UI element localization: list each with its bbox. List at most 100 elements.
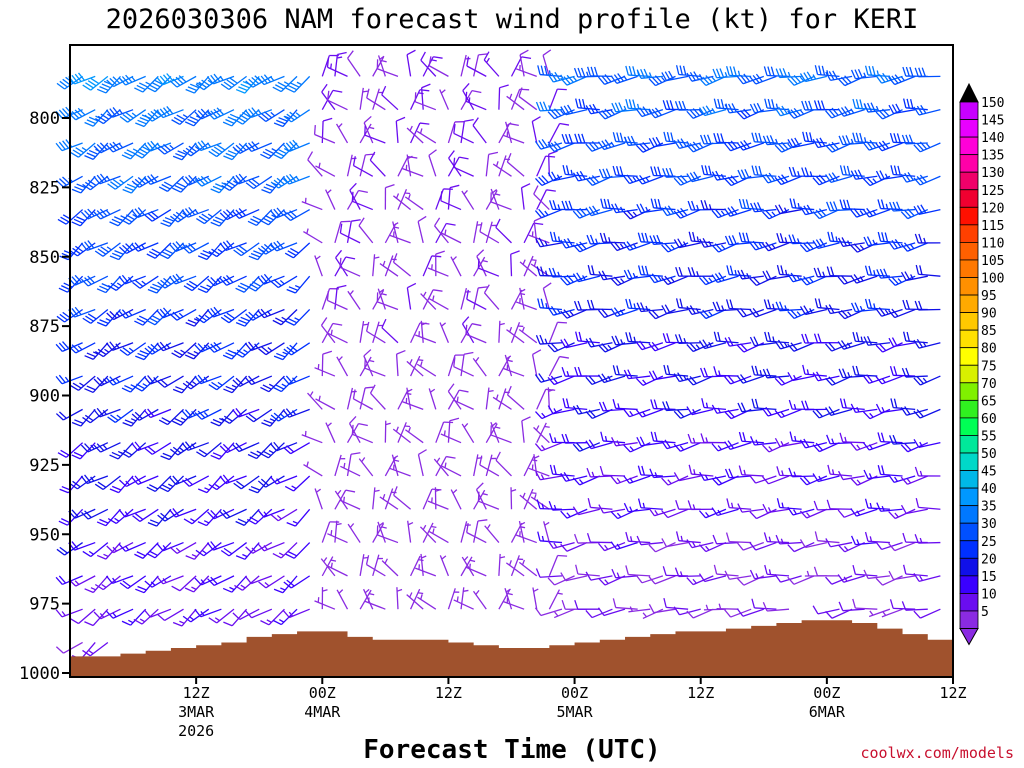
wind-barb: [492, 394, 512, 410]
wind-barb: [244, 608, 273, 619]
barb-half-feather: [294, 284, 301, 289]
barb-staff: [280, 75, 298, 93]
wind-barb: [913, 408, 941, 419]
barb-feather: [649, 468, 655, 478]
barb-feather: [537, 298, 541, 308]
barb-half-feather: [720, 210, 726, 216]
wind-barb: [650, 166, 676, 177]
wind-barb: [661, 242, 689, 253]
wind-barb: [536, 499, 562, 510]
barb-feather: [238, 173, 246, 182]
barb-half-feather: [734, 269, 737, 276]
barb-feather: [232, 379, 241, 387]
colorbar-swatch: [959, 505, 979, 524]
barb-staff: [250, 575, 273, 585]
barb-feather: [592, 103, 599, 113]
barb-staff: [231, 608, 248, 627]
barb-feather: [210, 221, 220, 227]
barb-feather: [905, 299, 910, 310]
barb-feather: [616, 365, 620, 375]
barb-feather: [71, 541, 79, 550]
wind-barb: [762, 208, 790, 220]
barb-half-feather: [531, 259, 537, 262]
barb-feather: [286, 346, 295, 354]
barb-feather: [698, 573, 706, 582]
barb-half-feather: [724, 71, 728, 78]
wind-barb: [498, 589, 513, 610]
barb-feather: [84, 388, 94, 394]
barb-staff: [629, 475, 651, 484]
barb-feather: [763, 299, 768, 309]
barb-feather: [208, 383, 218, 391]
barb-feather: [159, 341, 167, 350]
barb-half-feather: [125, 480, 130, 486]
barb-feather: [125, 214, 135, 221]
wind-barb: [900, 504, 928, 515]
barb-feather: [197, 288, 207, 294]
wind-barb: [428, 388, 437, 410]
barb-staff: [666, 175, 689, 178]
wind-barb: [207, 275, 235, 287]
barb-feather: [862, 375, 870, 384]
barb-feather: [736, 542, 744, 551]
barb-half-feather: [178, 312, 184, 318]
wind-barb: [347, 290, 361, 310]
barb-feather: [135, 355, 145, 361]
barb-half-feather: [799, 109, 805, 115]
barb-staff: [243, 508, 260, 526]
barb-half-feather: [831, 438, 835, 444]
wind-barb: [560, 338, 588, 349]
wind-barb: [673, 408, 701, 419]
barb-feather: [112, 76, 121, 84]
barb-half-feather: [104, 348, 110, 353]
barb-feather: [793, 75, 802, 83]
barb-feather: [711, 507, 718, 516]
barb-feather: [602, 168, 608, 178]
barb-feather: [598, 577, 606, 586]
barb-feather: [547, 540, 554, 549]
wind-barb: [122, 408, 147, 427]
barb-feather: [644, 265, 649, 276]
wind-barb: [93, 375, 121, 387]
barb-half-feather: [330, 63, 333, 69]
barb-feather: [472, 117, 479, 126]
barb-feather: [212, 418, 222, 424]
barb-feather: [407, 282, 417, 289]
barb-half-feather: [90, 587, 96, 591]
barb-feather: [804, 100, 809, 111]
barb-feather: [831, 141, 839, 150]
wind-barb: [597, 373, 626, 384]
barb-feather: [767, 66, 772, 76]
barb-feather: [648, 138, 655, 147]
barb-staff: [485, 221, 493, 244]
wind-barb: [675, 298, 701, 311]
wind-barb: [144, 442, 172, 455]
barb-feather: [547, 172, 554, 182]
wind-barb: [528, 231, 550, 244]
barb-feather: [535, 238, 541, 248]
barb-feather: [349, 415, 357, 424]
wind-barb: [391, 454, 399, 477]
wind-barb: [414, 92, 437, 111]
wind-barb: [452, 157, 474, 177]
barb-staff: [919, 142, 941, 153]
barb-half-feather: [276, 514, 282, 520]
barb-half-feather: [533, 493, 537, 500]
barb-feather: [817, 267, 822, 277]
barb-feather: [82, 550, 92, 558]
barb-feather: [541, 175, 549, 183]
wind-barb: [80, 240, 109, 252]
wind-barb: [837, 574, 865, 583]
barb-staff: [880, 175, 903, 181]
barb-staff: [191, 508, 210, 525]
barb-staff: [62, 175, 83, 188]
barb-feather: [84, 414, 94, 422]
barb-half-feather: [495, 394, 499, 400]
barb-half-feather: [531, 492, 537, 495]
barb-feather: [623, 444, 631, 453]
barb-feather: [777, 175, 785, 184]
barb-feather: [235, 377, 244, 386]
barb-feather: [222, 241, 230, 250]
barb-staff: [176, 75, 197, 88]
barb-staff: [466, 531, 487, 544]
